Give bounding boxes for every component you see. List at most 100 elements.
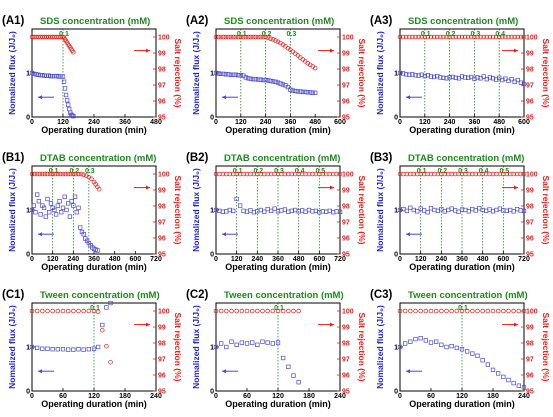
flux-point [487, 75, 493, 80]
flux-point [303, 89, 308, 95]
rejection-point [250, 34, 256, 40]
flux-point [236, 73, 241, 78]
y-right-tick-label: 100 [342, 172, 354, 179]
y-right-tick-label: 100 [342, 35, 354, 42]
flux-point [224, 344, 229, 350]
flux-arrowhead [406, 95, 410, 100]
rejection-point [71, 171, 76, 177]
flux-point [397, 344, 403, 350]
x-tick-label: 120 [456, 393, 468, 400]
concentration-label: 0.3 [471, 31, 481, 38]
flux-point [281, 355, 286, 361]
x-tick-label: 600 [518, 119, 530, 126]
rejection-point [65, 308, 71, 314]
flux-point [504, 208, 509, 214]
concentration-label: 0.4 [495, 31, 505, 38]
rejection-point [456, 171, 461, 177]
rejection-arrowhead [146, 185, 150, 190]
rejection-point [317, 171, 322, 177]
flux-point [248, 208, 253, 213]
y-left-axis-title: Nomalized flux (J/J₀) [375, 305, 385, 389]
flux-point [57, 199, 62, 204]
y-left-tick-label: 0 [210, 252, 214, 259]
flux-point [435, 73, 440, 79]
flux-arrowhead [406, 232, 410, 237]
x-axis-title: Operating duration (min) [41, 399, 147, 409]
flux-point [237, 203, 243, 208]
y-right-tick-label: 100 [158, 309, 170, 316]
y-right-tick-label: 100 [342, 309, 354, 316]
y-right-tick-label: 98 [526, 341, 534, 348]
rejection-point [218, 308, 224, 314]
flux-point [63, 92, 69, 98]
rejection-point [490, 34, 496, 40]
concentration-label: 0.1 [90, 305, 100, 312]
x-tick-label: 0 [398, 119, 402, 126]
data-marks [397, 34, 527, 87]
rejection-point [282, 171, 288, 177]
flux-point [428, 340, 434, 345]
flux-point [275, 340, 281, 345]
rejection-point [473, 171, 479, 177]
flux-point [300, 89, 305, 95]
panel-label: (C3) [370, 289, 393, 301]
rejection-point [445, 171, 451, 177]
x-tick-label: 180 [487, 393, 499, 400]
rejection-point [40, 308, 45, 314]
y-left-tick-label: 1 [394, 345, 398, 352]
flux-point [428, 74, 434, 79]
rejection-point [37, 171, 42, 177]
y-right-tick-label: 96 [526, 373, 534, 380]
rejection-point [402, 308, 408, 314]
flux-point [494, 207, 499, 213]
flux-point [470, 206, 475, 212]
rejection-point [418, 308, 423, 314]
rejection-point [224, 308, 229, 314]
flux-point [234, 196, 239, 202]
rejection-point [47, 171, 53, 177]
x-tick-label: 240 [88, 119, 100, 126]
flux-point [425, 73, 431, 78]
panel-b1: (B1) DTAB concentration (mM) 0.1 0.2 0.3 0 120… [2, 152, 183, 272]
rejection-point [484, 34, 490, 40]
flux-point [220, 209, 226, 214]
rejection-point [511, 308, 516, 314]
rejection-point [50, 308, 55, 314]
panel-label: (B3) [370, 152, 393, 164]
flux-point [465, 349, 470, 354]
x-tick-label: 360 [119, 119, 131, 126]
concentration-label: 0.3 [85, 168, 95, 175]
flux-point [50, 347, 55, 352]
concentration-label: 0.4 [479, 168, 489, 175]
rejection-point [258, 171, 264, 177]
x-tick-label: 480 [109, 256, 121, 263]
flux-point [435, 208, 441, 214]
x-tick-label: 120 [235, 119, 247, 126]
rejection-point [459, 34, 465, 40]
flux-point [288, 87, 293, 92]
flux-point [508, 207, 513, 213]
flux-point [490, 367, 496, 373]
concentration-label: 0.2 [253, 168, 263, 175]
flux-point [86, 347, 91, 352]
rejection-point [292, 171, 298, 177]
flux-point [66, 347, 71, 352]
rejection-point [303, 171, 308, 177]
panel-b2: (B2) DTAB concentration (mM) 0.1 0.2 0.3 0.4 0… [186, 152, 367, 272]
rejection-point [265, 35, 271, 41]
rejection-point [218, 34, 224, 40]
flux-point [290, 88, 296, 93]
rejection-point [60, 171, 66, 177]
x-tick-label: 240 [334, 393, 346, 400]
flux-point [521, 385, 527, 390]
x-tick-label: 480 [493, 119, 505, 126]
flux-point [293, 88, 298, 94]
flux-point [418, 336, 423, 341]
rejection-point [273, 38, 278, 43]
rejection-point [521, 308, 527, 314]
x-tick-label: 720 [334, 256, 346, 263]
flux-point [400, 71, 406, 76]
flux-point [286, 209, 291, 214]
rejection-point [514, 171, 520, 177]
flux-point [263, 77, 268, 83]
